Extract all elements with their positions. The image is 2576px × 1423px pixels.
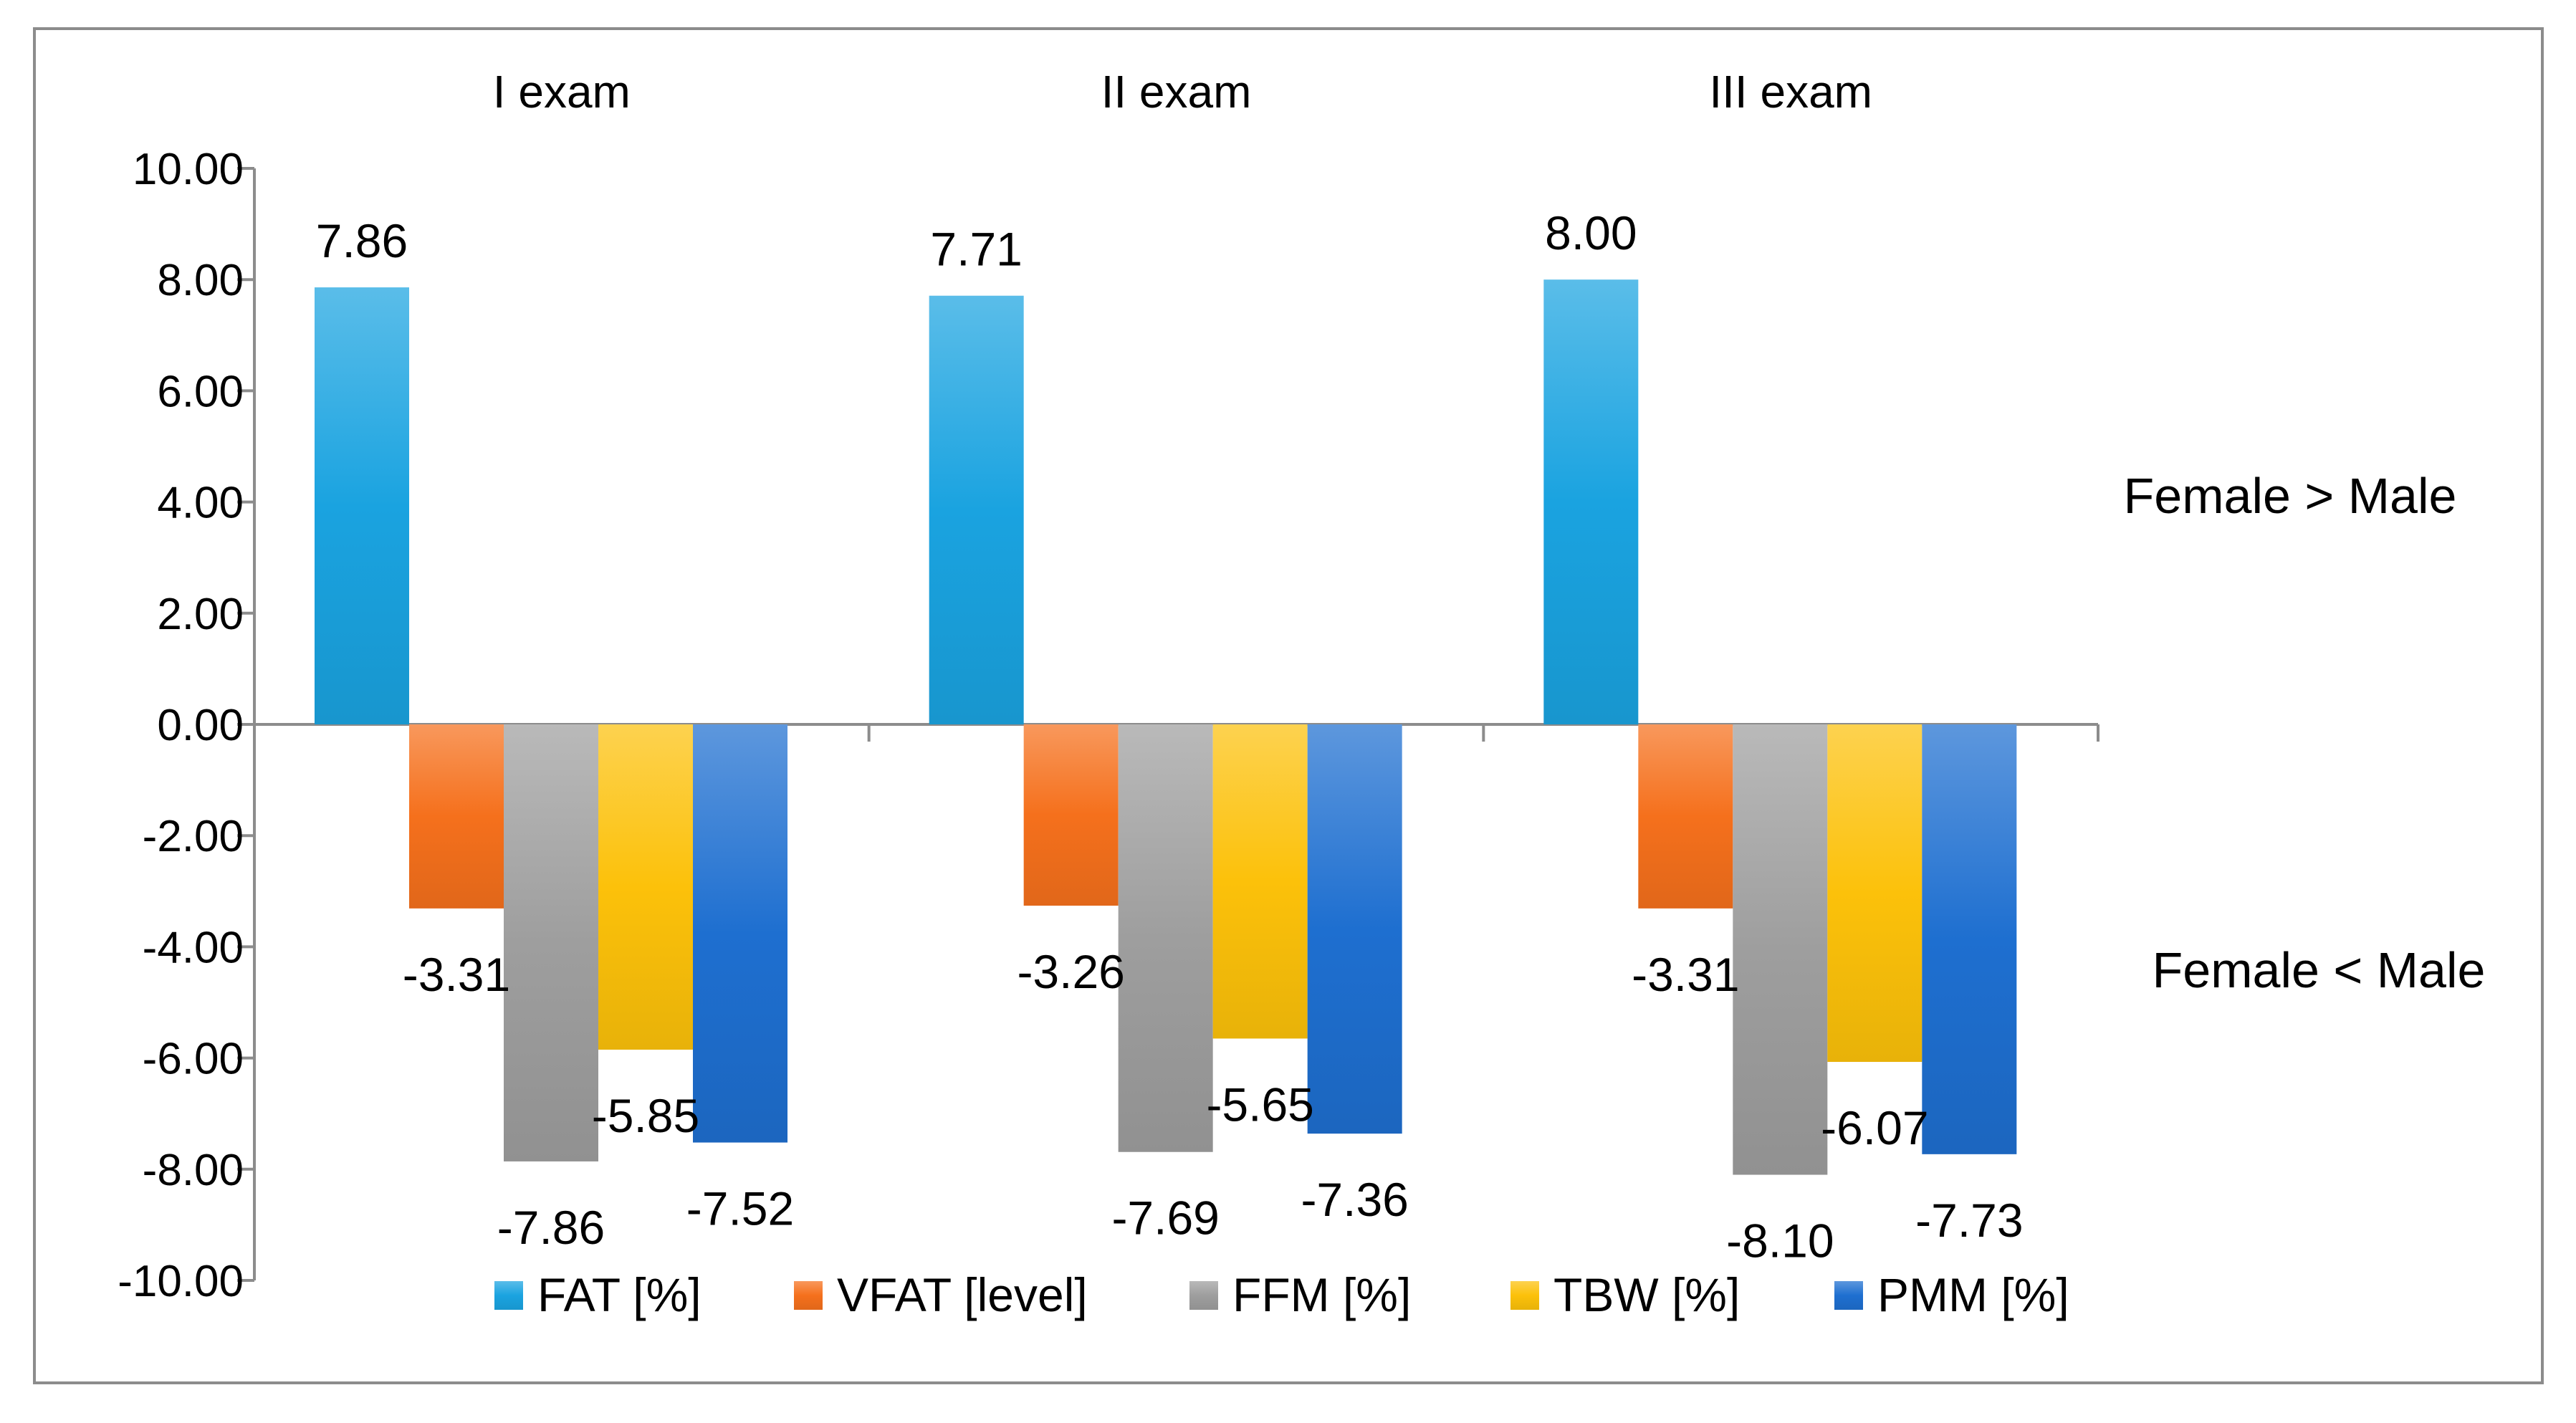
data-label-tbw-3: -6.07 <box>1821 1101 1928 1154</box>
annotation-female-greater: Female > Male <box>2124 468 2457 524</box>
legend-swatch-ffm <box>1189 1281 1218 1310</box>
y-tick-label: -4.00 <box>143 923 244 972</box>
bar-tbw-2 <box>1212 724 1308 1039</box>
y-tick-label: -2.00 <box>143 812 244 861</box>
data-label-pmm-2: -7.36 <box>1301 1173 1408 1226</box>
data-label-vfat-1: -3.31 <box>403 948 510 1001</box>
bar-vfat-3 <box>1638 724 1733 909</box>
data-label-tbw-2: -5.65 <box>1206 1078 1313 1131</box>
y-tick-label: -6.00 <box>143 1035 244 1084</box>
y-tick-label: -10.00 <box>118 1257 244 1306</box>
y-tick-label: 2.00 <box>157 590 244 639</box>
legend: FAT [%] VFAT [level] FFM [%] TBW [%] PMM [%] <box>494 1268 2069 1321</box>
y-tick-label: -8.00 <box>143 1146 244 1195</box>
data-label-pmm-3: -7.73 <box>1915 1194 2023 1247</box>
y-tick-label: 10.00 <box>133 145 244 194</box>
category-label: III exam <box>1709 66 1872 118</box>
bar-vfat-1 <box>409 724 504 909</box>
legend-swatch-tbw <box>1510 1281 1539 1310</box>
bar-layer <box>315 279 2017 1175</box>
data-label-pmm-1: -7.52 <box>686 1182 794 1235</box>
bar-ffm-2 <box>1118 724 1213 1152</box>
bar-ffm-1 <box>504 724 598 1161</box>
axis-layer: 10.00 8.00 6.00 4.00 2.00 0.00 -2.00 -4.00 -6.00… <box>118 145 2099 1306</box>
bar-fat-3 <box>1543 279 1639 724</box>
y-tick-label: 8.00 <box>157 256 244 305</box>
data-label-fat-1: 7.86 <box>316 214 408 267</box>
data-label-vfat-2: -3.26 <box>1017 945 1124 998</box>
legend-label-fat: FAT [%] <box>537 1268 702 1321</box>
bar-pmm-3 <box>1922 724 2017 1154</box>
data-label-vfat-3: -3.31 <box>1632 948 1739 1001</box>
y-tick-label: 0.00 <box>157 701 244 750</box>
legend-label-pmm: PMM [%] <box>1877 1268 2069 1321</box>
legend-label-vfat: VFAT [level] <box>837 1268 1088 1321</box>
data-label-fat-2: 7.71 <box>930 223 1022 276</box>
y-tick-label: 4.00 <box>157 479 244 528</box>
y-tick-label: 6.00 <box>157 367 244 416</box>
data-label-ffm-2: -7.69 <box>1111 1192 1219 1245</box>
data-label-ffm-1: -7.86 <box>497 1201 605 1254</box>
legend-swatch-vfat <box>794 1281 823 1310</box>
data-label-tbw-1: -5.85 <box>592 1089 699 1142</box>
data-label-fat-3: 8.00 <box>1545 206 1637 259</box>
legend-swatch-fat <box>494 1281 523 1310</box>
legend-label-tbw: TBW [%] <box>1553 1268 1740 1321</box>
bar-fat-1 <box>315 287 409 725</box>
category-label: I exam <box>493 66 631 118</box>
legend-swatch-pmm <box>1834 1281 1863 1310</box>
bar-ffm-3 <box>1733 724 1828 1175</box>
annotation-female-less: Female < Male <box>2153 942 2486 998</box>
bar-pmm-2 <box>1307 724 1402 1134</box>
label-layer: I exam II exam III exam 7.86 -3.31 -7.86 -5.85… <box>316 66 2024 1268</box>
bar-tbw-3 <box>1827 724 1923 1063</box>
chart-border <box>33 27 2544 1384</box>
annotation-layer: Female > Male Female < Male <box>2124 468 2486 998</box>
data-label-ffm-3: -8.10 <box>1726 1214 1834 1268</box>
category-label: II exam <box>1101 66 1252 118</box>
bar-fat-2 <box>929 295 1024 725</box>
bar-vfat-2 <box>1023 724 1119 906</box>
bar-tbw-1 <box>598 724 693 1050</box>
legend-label-ffm: FFM [%] <box>1232 1268 1411 1321</box>
bar-pmm-1 <box>693 724 787 1143</box>
